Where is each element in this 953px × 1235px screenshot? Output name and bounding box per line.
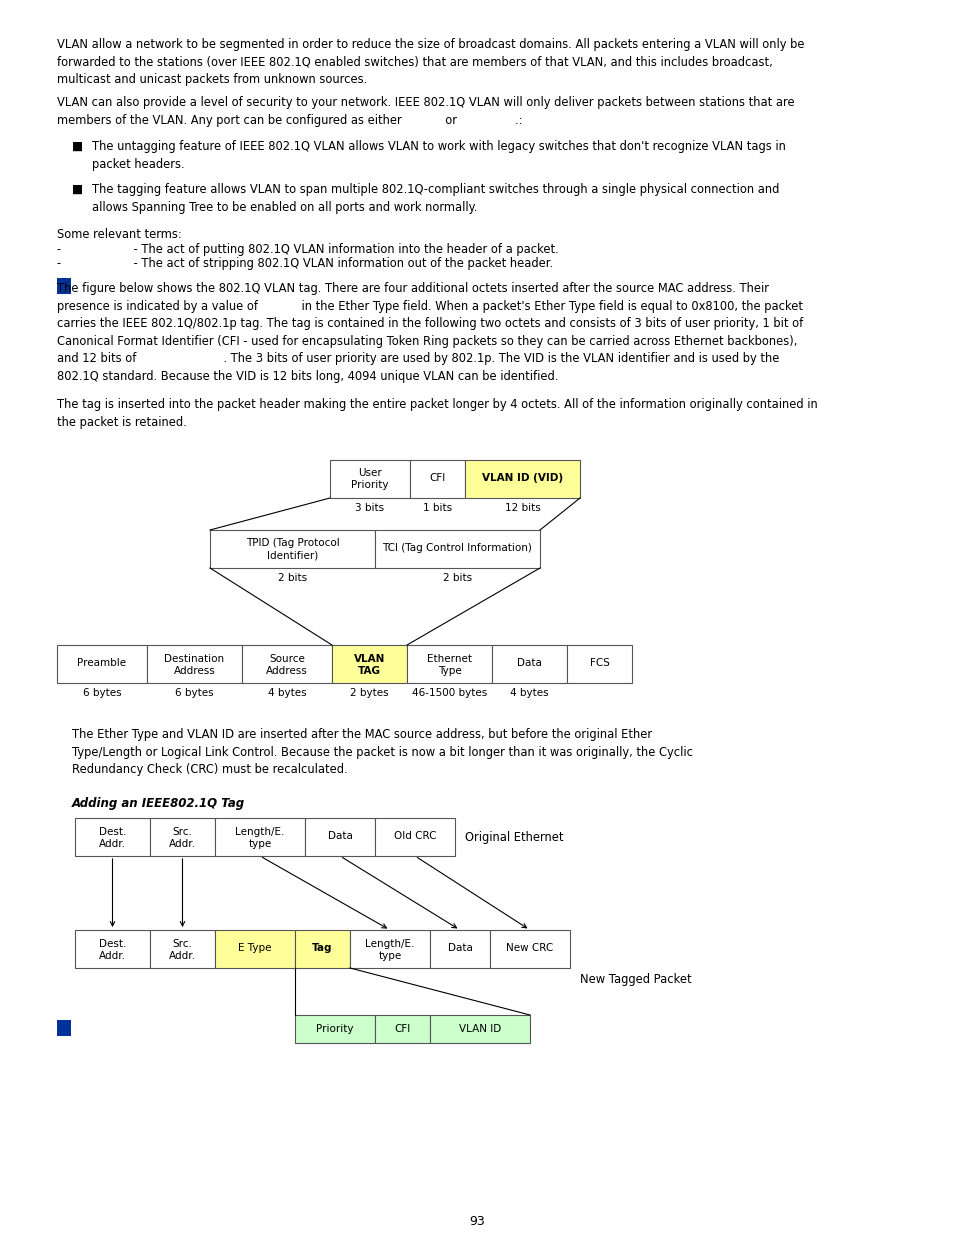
Text: Ethernet: Ethernet — [427, 655, 472, 664]
Text: VLAN can also provide a level of security to your network. IEEE 802.1Q VLAN will: VLAN can also provide a level of securit… — [57, 96, 794, 126]
Bar — [214, 930, 294, 968]
Text: Data: Data — [327, 831, 352, 841]
Text: Priority: Priority — [351, 480, 388, 490]
Text: New CRC: New CRC — [506, 944, 553, 953]
Text: 1 bits: 1 bits — [422, 503, 452, 513]
Text: New Tagged Packet: New Tagged Packet — [579, 973, 691, 986]
Bar — [294, 1015, 375, 1044]
Bar — [375, 530, 539, 568]
Text: Dest.: Dest. — [99, 939, 126, 948]
Bar — [375, 1015, 430, 1044]
Text: Old CRC: Old CRC — [394, 831, 436, 841]
Bar — [57, 278, 71, 294]
Bar — [430, 1015, 530, 1044]
Text: -                    - The act of putting 802.1Q VLAN information into the heade: - - The act of putting 802.1Q VLAN infor… — [57, 243, 558, 256]
Text: Addr.: Addr. — [99, 951, 126, 961]
Bar — [350, 930, 430, 968]
Bar — [150, 818, 214, 856]
Text: The tag is inserted into the packet header making the entire packet longer by 4 : The tag is inserted into the packet head… — [57, 398, 817, 429]
Text: Address: Address — [173, 666, 215, 676]
Text: Type: Type — [437, 666, 461, 676]
Text: 6 bytes: 6 bytes — [175, 688, 213, 698]
Bar — [150, 930, 214, 968]
Text: The tagging feature allows VLAN to span multiple 802.1Q-compliant switches throu: The tagging feature allows VLAN to span … — [91, 183, 779, 214]
Bar — [75, 930, 150, 968]
Bar — [147, 645, 242, 683]
Text: 12 bits: 12 bits — [504, 503, 539, 513]
Text: Adding an IEEE802.1Q Tag: Adding an IEEE802.1Q Tag — [71, 797, 245, 810]
Text: FCS: FCS — [589, 658, 609, 668]
Bar — [57, 645, 147, 683]
Bar — [464, 459, 579, 498]
Bar — [407, 645, 492, 683]
Text: Destination: Destination — [164, 655, 224, 664]
Text: TPID (Tag Protocol: TPID (Tag Protocol — [245, 538, 339, 548]
Text: CFI: CFI — [429, 473, 445, 483]
Bar — [330, 459, 410, 498]
Bar — [430, 930, 490, 968]
Bar — [294, 930, 350, 968]
Text: Addr.: Addr. — [169, 951, 195, 961]
Text: Some relevant terms:: Some relevant terms: — [57, 228, 182, 241]
Text: The untagging feature of IEEE 802.1Q VLAN allows VLAN to work with legacy switch: The untagging feature of IEEE 802.1Q VLA… — [91, 140, 785, 170]
Text: Src.: Src. — [172, 827, 193, 837]
Text: VLAN ID (VID): VLAN ID (VID) — [481, 473, 562, 483]
Text: 2 bytes: 2 bytes — [350, 688, 389, 698]
Text: 4 bytes: 4 bytes — [268, 688, 306, 698]
Bar — [242, 645, 332, 683]
Text: TAG: TAG — [357, 666, 380, 676]
Text: Preamble: Preamble — [77, 658, 127, 668]
Text: ■: ■ — [71, 140, 83, 153]
Text: VLAN: VLAN — [354, 655, 385, 664]
Text: The figure below shows the 802.1Q VLAN tag. There are four additional octets ins: The figure below shows the 802.1Q VLAN t… — [57, 282, 802, 383]
Bar — [410, 459, 464, 498]
Text: 2 bits: 2 bits — [442, 573, 472, 583]
Text: Address: Address — [266, 666, 308, 676]
Text: E Type: E Type — [238, 944, 272, 953]
Text: Identifier): Identifier) — [267, 550, 317, 559]
Text: Data: Data — [447, 944, 472, 953]
Text: 2 bits: 2 bits — [277, 573, 307, 583]
Text: The Ether Type and VLAN ID are inserted after the MAC source address, but before: The Ether Type and VLAN ID are inserted … — [71, 727, 692, 776]
Text: 4 bytes: 4 bytes — [510, 688, 548, 698]
Text: -                    - The act of stripping 802.1Q VLAN information out of the p: - - The act of stripping 802.1Q VLAN inf… — [57, 257, 553, 270]
Text: Tag: Tag — [312, 944, 333, 953]
Text: Addr.: Addr. — [99, 839, 126, 848]
Text: TCI (Tag Control Information): TCI (Tag Control Information) — [382, 543, 532, 553]
Text: Length/E.: Length/E. — [235, 827, 284, 837]
Text: 93: 93 — [469, 1215, 484, 1228]
Text: VLAN allow a network to be segmented in order to reduce the size of broadcast do: VLAN allow a network to be segmented in … — [57, 38, 803, 86]
Text: CFI: CFI — [394, 1024, 410, 1034]
Text: 3 bits: 3 bits — [355, 503, 384, 513]
Bar — [214, 818, 305, 856]
Text: Original Ethernet: Original Ethernet — [464, 831, 563, 844]
Bar — [566, 645, 631, 683]
Text: Src.: Src. — [172, 939, 193, 948]
Bar — [57, 1020, 71, 1036]
Bar — [305, 818, 375, 856]
Text: User: User — [357, 468, 381, 478]
Text: 46-1500 bytes: 46-1500 bytes — [412, 688, 487, 698]
Text: 6 bytes: 6 bytes — [83, 688, 121, 698]
Text: Length/E.: Length/E. — [365, 939, 415, 948]
Text: type: type — [248, 839, 272, 848]
Bar — [332, 645, 407, 683]
Bar — [375, 818, 455, 856]
Text: VLAN ID: VLAN ID — [458, 1024, 500, 1034]
Text: Priority: Priority — [315, 1024, 354, 1034]
Bar — [490, 930, 569, 968]
Text: Data: Data — [517, 658, 541, 668]
Bar — [492, 645, 566, 683]
Bar — [75, 818, 150, 856]
Text: type: type — [378, 951, 401, 961]
Text: ■: ■ — [71, 183, 83, 196]
Text: Dest.: Dest. — [99, 827, 126, 837]
Text: Addr.: Addr. — [169, 839, 195, 848]
Text: Source: Source — [269, 655, 305, 664]
Bar — [210, 530, 375, 568]
